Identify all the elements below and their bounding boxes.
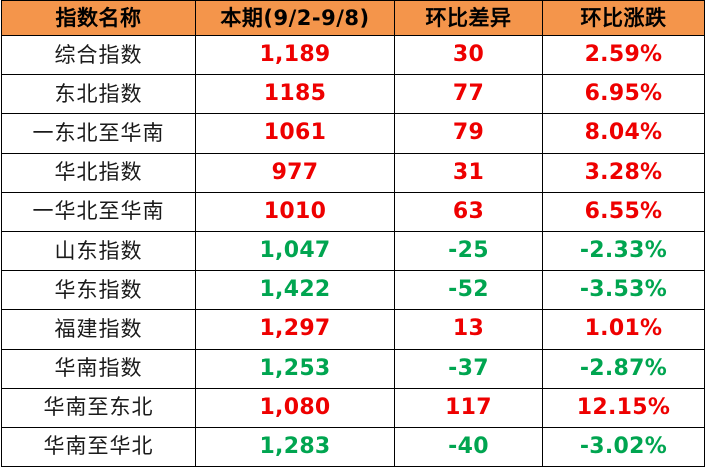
period-change-value-cell: 1.01% bbox=[542, 309, 705, 350]
period-change-value-cell: 8.04% bbox=[542, 113, 705, 154]
current-period-value-cell: 977 bbox=[195, 152, 395, 193]
table-row: 华南至华北 1,283 -40 -3.02% bbox=[1, 426, 705, 467]
current-period-value-cell: 1,297 bbox=[195, 309, 395, 350]
index-name-cell: 东北指数 bbox=[1, 74, 196, 115]
period-change-value-cell: 6.55% bbox=[542, 191, 705, 232]
period-change-value-cell: -2.87% bbox=[542, 348, 705, 389]
period-change-value-cell: 2.59% bbox=[542, 34, 705, 76]
current-period-value-cell: 1,253 bbox=[195, 348, 395, 389]
table-row: 华南至东北 1,080 117 12.15% bbox=[1, 387, 705, 428]
period-diff-value-cell: 63 bbox=[394, 191, 543, 232]
index-name-cell: 综合指数 bbox=[1, 34, 196, 76]
period-diff-value-cell: -40 bbox=[394, 426, 543, 467]
column-header-period-diff: 环比差异 bbox=[394, 0, 543, 36]
table-row: 山东指数 1,047 -25 -2.33% bbox=[1, 230, 705, 272]
period-diff-value-cell: 13 bbox=[394, 309, 543, 350]
column-header-current-period: 本期(9/2-9/8) bbox=[195, 0, 395, 36]
index-name-cell: 华南至东北 bbox=[1, 387, 196, 428]
index-name-cell: 一华北至华南 bbox=[1, 191, 196, 232]
column-header-index-name: 指数名称 bbox=[1, 0, 196, 36]
period-change-value-cell: -2.33% bbox=[542, 230, 705, 272]
current-period-value-cell: 1185 bbox=[195, 74, 395, 115]
period-change-value-cell: 6.95% bbox=[542, 74, 705, 115]
period-diff-value-cell: -52 bbox=[394, 270, 543, 311]
table-row: 一华北至华南 1010 63 6.55% bbox=[1, 191, 705, 232]
period-change-value-cell: 3.28% bbox=[542, 152, 705, 193]
current-period-value-cell: 1010 bbox=[195, 191, 395, 232]
current-period-value-cell: 1061 bbox=[195, 113, 395, 154]
table-row: 华东指数 1,422 -52 -3.53% bbox=[1, 270, 705, 311]
current-period-value-cell: 1,047 bbox=[195, 230, 395, 272]
index-name-cell: 华北指数 bbox=[1, 152, 196, 193]
table-row: 华北指数 977 31 3.28% bbox=[1, 152, 705, 193]
period-diff-value-cell: -25 bbox=[394, 230, 543, 272]
period-change-value-cell: 12.15% bbox=[542, 387, 705, 428]
index-name-cell: 一东北至华南 bbox=[1, 113, 196, 154]
table-header-row: 指数名称 本期(9/2-9/8) 环比差异 环比涨跌 bbox=[1, 0, 705, 36]
period-diff-value-cell: 117 bbox=[394, 387, 543, 428]
index-name-cell: 华东指数 bbox=[1, 270, 196, 311]
current-period-value-cell: 1,189 bbox=[195, 34, 395, 76]
period-diff-value-cell: -37 bbox=[394, 348, 543, 389]
current-period-value-cell: 1,422 bbox=[195, 270, 395, 311]
period-diff-value-cell: 30 bbox=[394, 34, 543, 76]
current-period-value-cell: 1,283 bbox=[195, 426, 395, 467]
period-change-value-cell: -3.53% bbox=[542, 270, 705, 311]
table-header: 指数名称 本期(9/2-9/8) 环比差异 环比涨跌 bbox=[1, 0, 705, 36]
index-name-cell: 华南至华北 bbox=[1, 426, 196, 467]
table-row: 东北指数 1185 77 6.95% bbox=[1, 74, 705, 115]
period-diff-value-cell: 31 bbox=[394, 152, 543, 193]
period-change-value-cell: -3.02% bbox=[542, 426, 705, 467]
current-period-value-cell: 1,080 bbox=[195, 387, 395, 428]
index-name-cell: 福建指数 bbox=[1, 309, 196, 350]
period-diff-value-cell: 77 bbox=[394, 74, 543, 115]
table-row: 福建指数 1,297 13 1.01% bbox=[1, 309, 705, 350]
table-row: 综合指数 1,189 30 2.59% bbox=[1, 34, 705, 76]
table-body: 综合指数 1,189 30 2.59% 东北指数 1185 77 6.95% 一东北至华南 106… bbox=[1, 34, 705, 467]
period-diff-value-cell: 79 bbox=[394, 113, 543, 154]
index-name-cell: 华南指数 bbox=[1, 348, 196, 389]
table-row: 一东北至华南 1061 79 8.04% bbox=[1, 113, 705, 154]
column-header-period-change: 环比涨跌 bbox=[542, 0, 705, 36]
table-row: 华南指数 1,253 -37 -2.87% bbox=[1, 348, 705, 389]
index-name-cell: 山东指数 bbox=[1, 230, 196, 272]
